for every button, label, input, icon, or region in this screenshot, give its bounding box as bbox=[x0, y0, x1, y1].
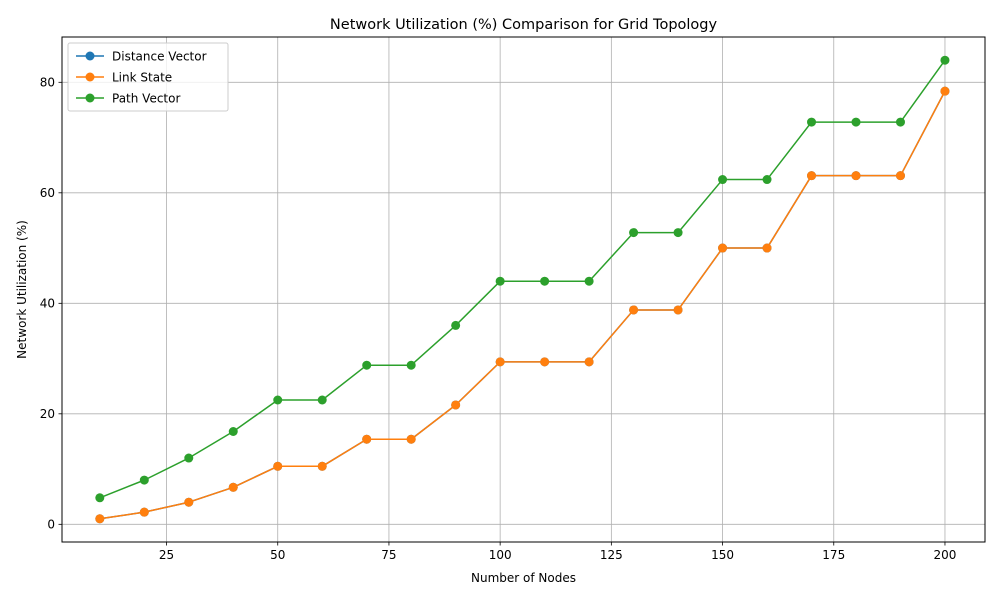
data-point bbox=[273, 461, 283, 471]
legend-frame bbox=[67, 42, 229, 112]
data-point bbox=[718, 243, 728, 253]
data-point bbox=[807, 171, 817, 181]
data-point bbox=[851, 171, 861, 181]
data-point bbox=[807, 117, 817, 127]
data-point bbox=[139, 475, 149, 485]
data-point bbox=[495, 276, 505, 286]
x-tick-label: 175 bbox=[822, 548, 845, 562]
legend-swatch-marker bbox=[85, 72, 95, 82]
data-point bbox=[895, 171, 905, 181]
data-point bbox=[762, 175, 772, 185]
data-point bbox=[228, 426, 238, 436]
legend-label: Distance Vector bbox=[112, 49, 207, 63]
legend: Distance Vector Link State Path Vector bbox=[67, 42, 229, 112]
data-point bbox=[451, 320, 461, 330]
y-tick-label: 60 bbox=[40, 186, 55, 200]
data-point bbox=[940, 86, 950, 96]
data-point bbox=[895, 117, 905, 127]
y-tick-label: 40 bbox=[40, 297, 55, 311]
data-point bbox=[184, 497, 194, 507]
x-tick-label: 75 bbox=[381, 548, 396, 562]
y-tick-label: 80 bbox=[40, 76, 55, 90]
data-point bbox=[184, 453, 194, 463]
series-path-vector bbox=[95, 55, 950, 503]
data-point bbox=[540, 357, 550, 367]
data-point bbox=[940, 55, 950, 65]
x-tick-label: 200 bbox=[934, 548, 957, 562]
data-point bbox=[406, 434, 416, 444]
series-group bbox=[95, 55, 950, 524]
data-point bbox=[362, 360, 372, 370]
data-point bbox=[406, 360, 416, 370]
y-tick-label: 0 bbox=[47, 518, 55, 532]
legend-swatch-marker bbox=[85, 93, 95, 103]
data-point bbox=[95, 514, 105, 524]
data-point bbox=[540, 276, 550, 286]
chart-title: Network Utilization (%) Comparison for G… bbox=[330, 17, 718, 33]
legend-label: Link State bbox=[112, 70, 172, 84]
series-line bbox=[99, 59, 946, 499]
data-point bbox=[451, 400, 461, 410]
x-axis-label: Number of Nodes bbox=[471, 571, 576, 585]
data-point bbox=[851, 117, 861, 127]
series-link-state bbox=[95, 86, 950, 524]
data-point bbox=[317, 395, 327, 405]
y-axis-label: Network Utilization (%) bbox=[15, 220, 29, 359]
x-tick-label: 25 bbox=[159, 548, 174, 562]
data-point bbox=[629, 305, 639, 315]
x-tick-label: 150 bbox=[711, 548, 734, 562]
x-tick-label: 125 bbox=[600, 548, 623, 562]
data-point bbox=[762, 243, 772, 253]
data-point bbox=[495, 357, 505, 367]
legend-swatch-marker bbox=[85, 51, 95, 61]
data-point bbox=[584, 276, 594, 286]
ticks: 25 50 75 100 125 150 175 200 0 20 40 60 80 bbox=[40, 76, 957, 562]
data-point bbox=[273, 395, 283, 405]
data-point bbox=[673, 305, 683, 315]
data-point bbox=[629, 228, 639, 238]
data-point bbox=[362, 434, 372, 444]
x-tick-label: 50 bbox=[270, 548, 285, 562]
data-point bbox=[317, 461, 327, 471]
data-point bbox=[718, 175, 728, 185]
data-point bbox=[584, 357, 594, 367]
x-tick-label: 100 bbox=[489, 548, 512, 562]
plot-frame bbox=[61, 36, 986, 543]
legend-label: Path Vector bbox=[112, 91, 180, 105]
grid bbox=[62, 37, 985, 542]
series-line bbox=[99, 90, 946, 520]
y-tick-label: 20 bbox=[40, 407, 55, 421]
data-point bbox=[139, 507, 149, 517]
data-point bbox=[673, 228, 683, 238]
data-point bbox=[95, 493, 105, 503]
data-point bbox=[228, 482, 238, 492]
